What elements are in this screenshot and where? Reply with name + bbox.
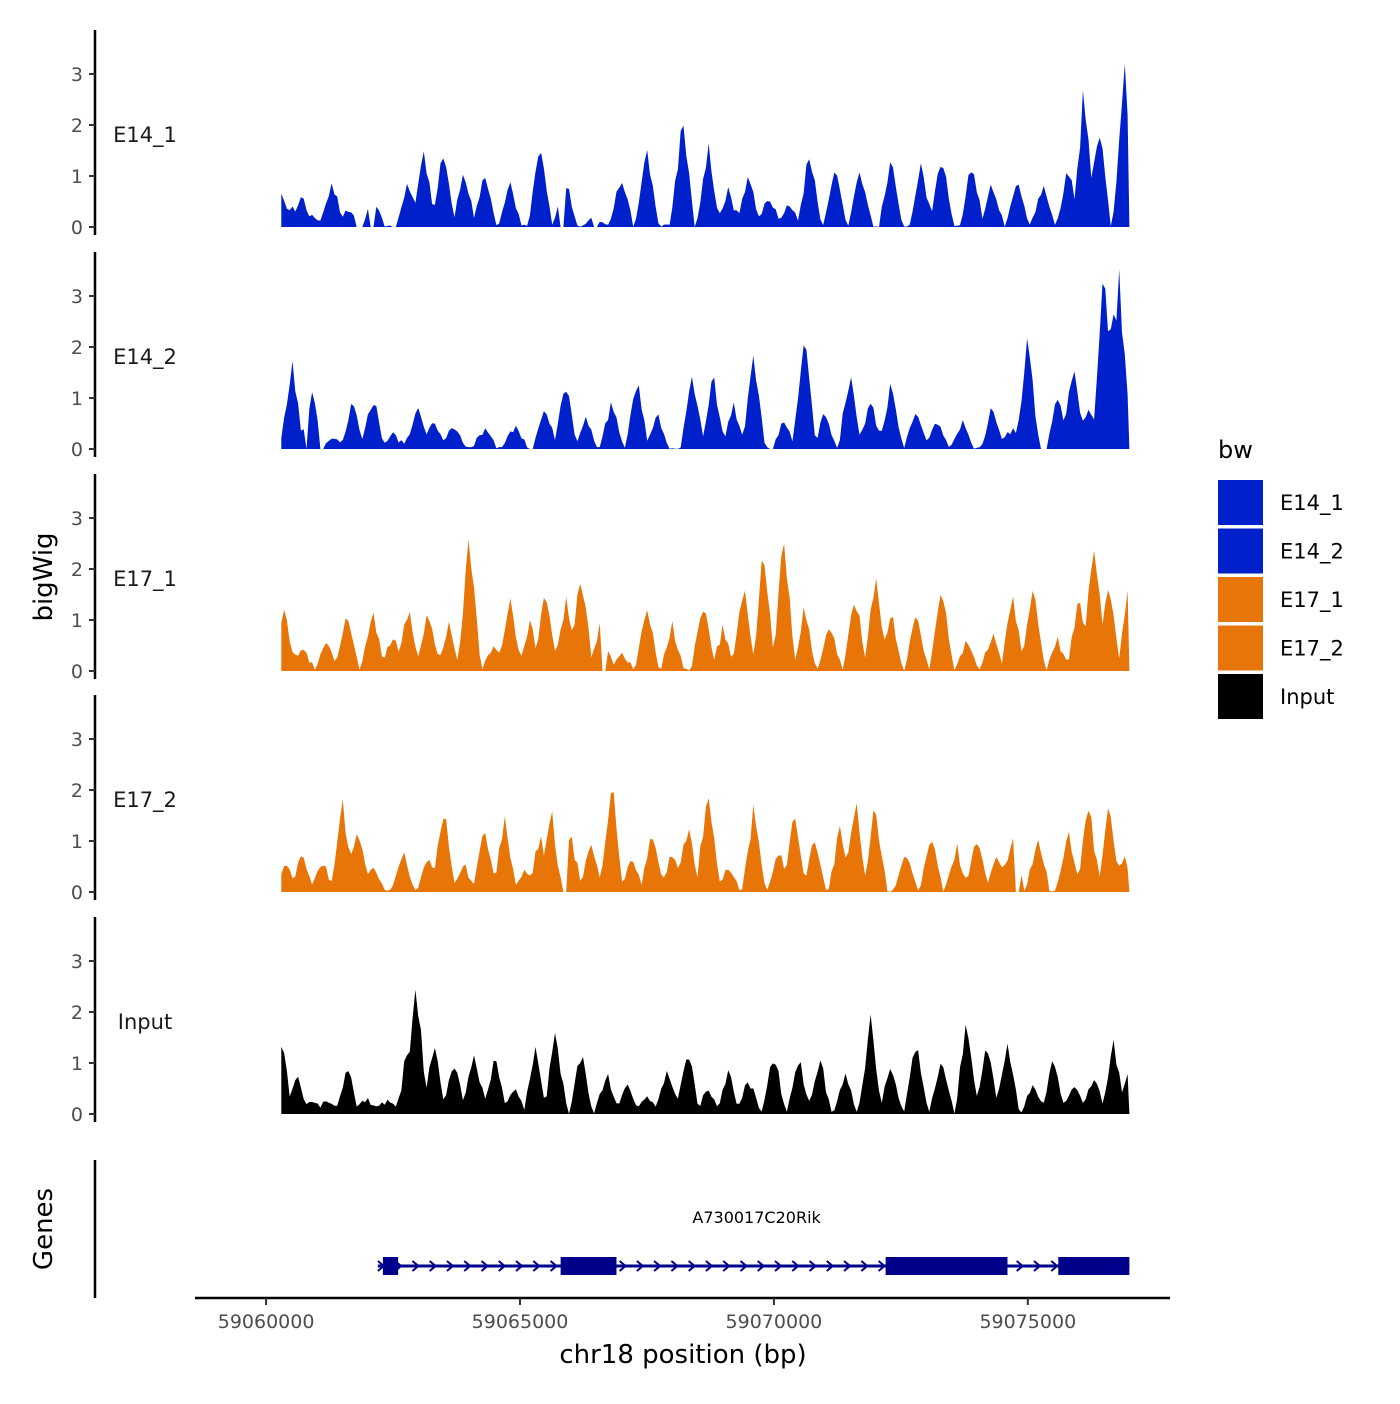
track-label-E17_1: E17_1 bbox=[113, 567, 177, 592]
y-tick-label: 1 bbox=[71, 388, 83, 410]
signal-area-E17_2 bbox=[281, 792, 1130, 892]
strand-arrow bbox=[705, 1260, 714, 1272]
strand-arrow bbox=[446, 1260, 455, 1272]
strand-arrow bbox=[860, 1260, 869, 1272]
gene-track-panel: A730017C20Rik bbox=[93, 1160, 1130, 1298]
strand-arrow bbox=[1050, 1260, 1059, 1272]
track-E17_1: 0 1 2 3 E17_1 bbox=[71, 474, 1130, 683]
x-axis: 59060000 59065000 59070000 59075000 bbox=[195, 1296, 1170, 1333]
legend-swatch-E17_1 bbox=[1218, 577, 1263, 622]
strand-arrow bbox=[1033, 1260, 1042, 1272]
strand-arrow bbox=[722, 1260, 731, 1272]
legend-swatch-Input bbox=[1218, 674, 1263, 719]
x-tick-label: 59075000 bbox=[979, 1311, 1076, 1333]
track-label-E17_2: E17_2 bbox=[113, 788, 177, 813]
x-tick-label: 59065000 bbox=[472, 1311, 569, 1333]
signal-area-E14_1 bbox=[281, 63, 1130, 227]
genes-panel-title: Genes bbox=[29, 1188, 59, 1270]
strand-arrow bbox=[515, 1260, 524, 1272]
y-tick-label: 3 bbox=[71, 729, 83, 751]
track-Input: 0 1 2 3 Input bbox=[71, 917, 1130, 1126]
strand-arrow bbox=[688, 1260, 697, 1272]
strand-arrow bbox=[618, 1260, 628, 1272]
y-tick-label: 1 bbox=[71, 1053, 83, 1075]
strand-arrow bbox=[653, 1260, 662, 1272]
y-tick-label: 0 bbox=[71, 439, 83, 461]
legend-label-E14_2: E14_2 bbox=[1280, 540, 1344, 565]
legend-swatch-E14_1 bbox=[1218, 480, 1263, 525]
track-E17_2: 0 1 2 3 E17_2 bbox=[71, 695, 1130, 904]
y-tick-label: 0 bbox=[71, 661, 83, 683]
strand-arrow bbox=[670, 1260, 679, 1272]
gene-name-label: A730017C20Rik bbox=[692, 1208, 821, 1227]
strand-arrow bbox=[774, 1260, 783, 1272]
x-axis-title: chr18 position (bp) bbox=[559, 1340, 806, 1370]
bigwig-tracks: 0 1 2 3 E14_1 0 1 2 3 E14_2 0 1 2 3 E17_1 0 1 2 3 E17_2 0 1 2 3… bbox=[71, 30, 1130, 1126]
strand-arrow bbox=[429, 1260, 438, 1272]
y-tick-label: 1 bbox=[71, 610, 83, 632]
track-E14_1: 0 1 2 3 E14_1 bbox=[71, 30, 1130, 239]
track-label-E14_2: E14_2 bbox=[113, 345, 177, 370]
strand-arrow bbox=[877, 1260, 887, 1272]
y-tick-label: 3 bbox=[71, 64, 83, 86]
track-label-E14_1: E14_1 bbox=[113, 123, 177, 148]
legend-title: bw bbox=[1218, 436, 1253, 464]
y-tick-label: 2 bbox=[71, 337, 83, 359]
strand-arrow bbox=[791, 1260, 800, 1272]
strand-arrow bbox=[463, 1260, 472, 1272]
legend-label-Input: Input bbox=[1280, 685, 1334, 709]
y-tick-label: 2 bbox=[71, 1002, 83, 1024]
strand-arrow bbox=[498, 1260, 507, 1272]
strand-arrow bbox=[549, 1260, 559, 1272]
strand-arrow bbox=[636, 1260, 645, 1272]
y-tick-label: 0 bbox=[71, 1104, 83, 1126]
legend-label-E17_1: E17_1 bbox=[1280, 588, 1344, 613]
strand-arrow bbox=[411, 1260, 420, 1272]
signal-area-Input bbox=[281, 989, 1130, 1114]
y-tick-label: 1 bbox=[71, 166, 83, 188]
strand-arrow bbox=[739, 1260, 749, 1272]
y-tick-label: 3 bbox=[71, 951, 83, 973]
y-tick-label: 2 bbox=[71, 780, 83, 802]
y-tick-label: 0 bbox=[71, 882, 83, 904]
signal-area-E17_1 bbox=[281, 539, 1130, 671]
legend: bw E14_1 E14_2 E17_1 E17_2 Input bbox=[1218, 436, 1344, 719]
gene-exon bbox=[885, 1257, 1008, 1275]
signal-area-E14_2 bbox=[281, 269, 1130, 449]
legend-swatch-E17_2 bbox=[1218, 625, 1263, 671]
gene-exon bbox=[382, 1257, 399, 1275]
strand-arrow bbox=[826, 1260, 835, 1272]
y-tick-label: 0 bbox=[71, 217, 83, 239]
y-tick-label: 2 bbox=[71, 559, 83, 581]
gene-exon bbox=[1058, 1257, 1130, 1275]
strand-arrow bbox=[808, 1260, 818, 1272]
x-tick-label: 59070000 bbox=[726, 1311, 823, 1333]
y-tick-label: 3 bbox=[71, 508, 83, 530]
track-E14_2: 0 1 2 3 E14_2 bbox=[71, 252, 1130, 461]
y-axis-title: bigWig bbox=[29, 532, 59, 621]
y-tick-label: 2 bbox=[71, 115, 83, 137]
y-tick-label: 3 bbox=[71, 286, 83, 308]
x-tick-label: 59060000 bbox=[218, 1311, 315, 1333]
strand-arrow bbox=[1016, 1260, 1025, 1272]
track-label-Input: Input bbox=[118, 1010, 172, 1034]
strand-arrow bbox=[532, 1260, 541, 1272]
legend-label-E14_1: E14_1 bbox=[1280, 491, 1344, 516]
y-tick-label: 1 bbox=[71, 831, 83, 853]
legend-label-E17_2: E17_2 bbox=[1280, 637, 1344, 662]
strand-arrow bbox=[480, 1260, 490, 1272]
strand-arrow bbox=[757, 1260, 766, 1272]
strand-arrow bbox=[843, 1260, 852, 1272]
gene-exon bbox=[560, 1257, 617, 1275]
legend-swatch-E14_2 bbox=[1218, 528, 1263, 574]
